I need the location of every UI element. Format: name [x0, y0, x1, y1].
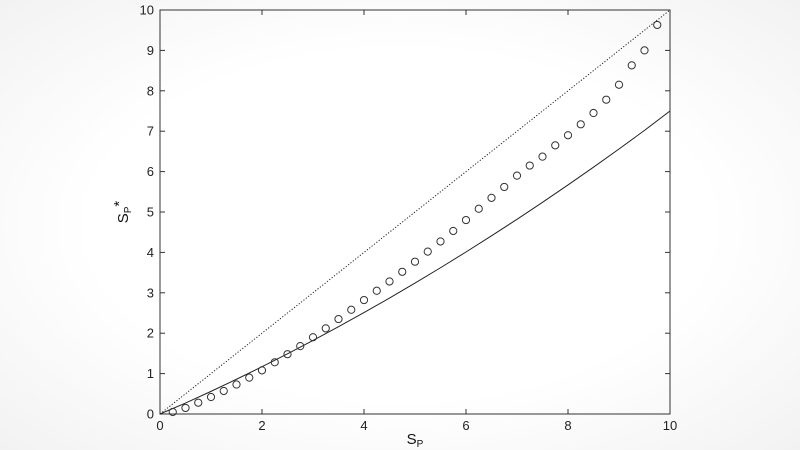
data-point — [194, 398, 203, 407]
data-point — [385, 277, 394, 286]
data-point — [181, 403, 190, 413]
data-point — [347, 305, 356, 314]
data-point — [551, 141, 560, 150]
data-point — [563, 131, 573, 140]
data-point — [487, 193, 496, 202]
data-point — [627, 61, 636, 70]
data-point — [245, 373, 254, 382]
data-point — [576, 120, 585, 129]
reference-line-series — [159, 9, 671, 415]
x-axis-label: SP — [407, 431, 424, 450]
data-point — [283, 350, 292, 359]
data-point — [308, 333, 318, 342]
data-point — [334, 314, 343, 324]
y-tick-label: 5 — [147, 205, 154, 220]
data-point — [525, 161, 534, 170]
x-tick-label: 6 — [462, 418, 469, 433]
data-point — [589, 108, 598, 118]
data-point — [461, 215, 471, 225]
data-point — [232, 380, 241, 389]
y-tick-label: 0 — [147, 407, 154, 422]
y-tick-label: 7 — [147, 124, 154, 139]
y-axis-label: SP* — [111, 201, 134, 224]
data-point — [500, 182, 509, 192]
data-point — [168, 407, 177, 417]
y-tick-label: 9 — [147, 43, 154, 58]
data-point — [512, 171, 522, 180]
data-point — [206, 392, 216, 402]
data-point — [449, 226, 458, 236]
data-point — [640, 46, 649, 55]
y-tick-label: 3 — [147, 285, 154, 300]
y-tick-label: 2 — [147, 326, 154, 341]
x-tick-label: 4 — [360, 418, 367, 433]
data-point — [602, 95, 611, 104]
y-tick-label: 8 — [147, 83, 154, 98]
data-point — [219, 386, 228, 396]
x-tick-label: 8 — [564, 418, 571, 433]
data-point — [474, 204, 483, 213]
data-point — [614, 80, 624, 89]
y-tick-label: 4 — [147, 245, 154, 260]
data-point — [538, 152, 547, 161]
x-tick-label: 10 — [663, 418, 677, 433]
data-point — [372, 286, 381, 295]
y-tick-label: 10 — [140, 3, 154, 18]
data-point — [410, 257, 420, 266]
x-tick-label: 2 — [258, 418, 265, 433]
data-point — [270, 358, 279, 367]
data-point — [359, 295, 369, 305]
data-point — [257, 366, 267, 375]
series-layer — [159, 9, 671, 417]
data-point — [398, 267, 407, 276]
y-tick-label: 1 — [147, 366, 154, 381]
data-point — [321, 324, 330, 333]
axis-ticks: 0 2 4 6 8 10 0 1 2 3 4 5 6 7 8 9 10 — [140, 3, 678, 434]
curve-line-series — [159, 110, 671, 415]
y-tick-label: 6 — [147, 164, 154, 179]
data-point — [296, 342, 305, 351]
x-tick-label: 0 — [156, 418, 163, 433]
data-point — [436, 237, 445, 246]
data-point — [653, 20, 662, 30]
data-point — [423, 247, 432, 256]
scatter-series — [168, 20, 662, 417]
